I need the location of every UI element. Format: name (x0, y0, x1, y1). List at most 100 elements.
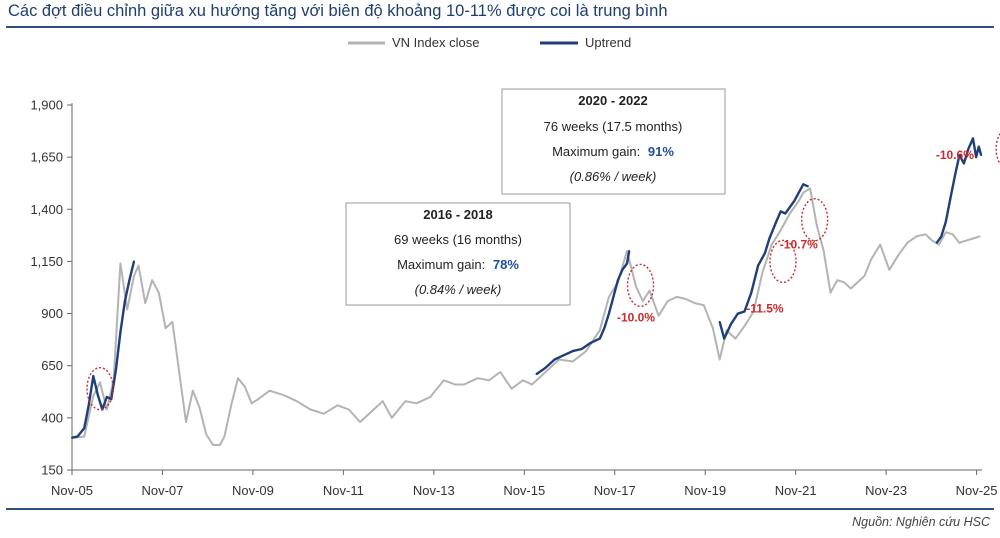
uptrend-point (723, 337, 726, 340)
chart-title: Các đợt điều chỉnh giữa xu hướng tăng vớ… (8, 2, 668, 20)
highlight-ellipse (626, 263, 655, 308)
uptrend-point (743, 310, 746, 313)
close-point (906, 241, 909, 244)
uptrend-point (757, 264, 760, 267)
close-point (157, 291, 160, 294)
close-point (119, 262, 122, 265)
close-point (675, 296, 678, 298)
close-point (171, 321, 174, 323)
uptrend-point (114, 368, 117, 371)
uptrend-point (628, 250, 631, 252)
info-box-gain: Maximum gain: 78% (397, 257, 519, 272)
close-point (870, 258, 873, 261)
close-point (608, 296, 610, 298)
uptrend-point (806, 185, 809, 188)
series-line-vn-index-close (71, 187, 980, 446)
close-point (404, 400, 407, 403)
close-point (83, 435, 86, 438)
close-point (978, 235, 981, 238)
close-point (843, 281, 845, 284)
close-point (347, 408, 350, 411)
uptrend-point (607, 312, 610, 315)
close-point (510, 387, 513, 390)
uptrend-point (793, 199, 796, 202)
close-point (712, 327, 714, 330)
x-tick-label: Nov-07 (141, 483, 183, 498)
close-point (198, 406, 201, 409)
info-box-2020-2022: 2020 - 2022 76 weeks (17.5 months) Maxim… (501, 88, 726, 195)
uptrend-point (87, 404, 90, 407)
title-divider (6, 26, 994, 28)
uptrend-point (105, 396, 108, 398)
uptrend-point (797, 191, 800, 194)
uptrend-point (589, 341, 592, 344)
close-point (666, 300, 669, 302)
uptrend-point (779, 210, 782, 213)
info-box-frame (345, 202, 571, 306)
close-point (151, 279, 154, 282)
footer-divider (6, 508, 994, 510)
info-box-2016-2018: 2016 - 2018 69 weeks (16 months) Maximum… (345, 202, 571, 306)
close-point (381, 400, 384, 403)
close-point (829, 291, 832, 294)
close-point (531, 383, 533, 386)
close-point (802, 191, 805, 194)
close-point (684, 298, 687, 300)
close-point (797, 200, 800, 202)
highlight-ellipses (86, 132, 1000, 411)
close-point (897, 254, 900, 257)
uptrend-point (784, 212, 787, 215)
info-box-gain-value: 91% (648, 144, 674, 159)
close-point (359, 421, 361, 423)
close-point (816, 225, 818, 227)
info-box-gain-label: Maximum gain: (397, 257, 485, 272)
close-point (944, 231, 947, 234)
close-point (863, 275, 866, 277)
close-point (185, 421, 187, 423)
close-point (370, 410, 373, 413)
close-point (144, 302, 147, 304)
close-point (499, 371, 502, 373)
uptrend-point (802, 183, 805, 186)
close-point (99, 381, 101, 384)
y-tick-label: 1,150 (30, 254, 63, 269)
x-tick-label: Nov-15 (503, 483, 545, 498)
series-lines (71, 137, 983, 446)
close-point (743, 325, 746, 327)
info-box-duration: 69 weeks (16 months) (394, 232, 522, 247)
close-point (635, 285, 637, 288)
info-box-frame (501, 88, 726, 195)
close-point (191, 389, 194, 392)
info-box-rate: (0.86% / week) (570, 169, 657, 184)
close-point (323, 412, 325, 415)
info-box-gain-label: Maximum gain: (552, 144, 640, 159)
uptrend-point (123, 300, 126, 303)
close-point (390, 417, 393, 419)
x-tick-label: Nov-05 (51, 483, 93, 498)
close-point (752, 310, 755, 313)
close-point (761, 271, 764, 273)
close-point (598, 329, 601, 332)
series-line-uptrend-1 (71, 261, 136, 439)
legend-label-uptrend: Uptrend (585, 35, 631, 50)
close-point (924, 233, 927, 236)
close-point (571, 360, 574, 363)
close-point (951, 233, 954, 236)
uptrend-point (775, 220, 778, 223)
correction-label: -10.0% (617, 311, 655, 325)
y-tick-label: 400 (41, 410, 63, 425)
close-point (888, 268, 891, 271)
x-tick-label: Nov-13 (413, 483, 455, 498)
close-point (770, 243, 773, 246)
close-point (212, 444, 215, 446)
close-point (641, 300, 644, 302)
uptrend-point (598, 337, 601, 340)
close-point (693, 302, 696, 304)
uptrend-point (935, 241, 938, 244)
x-tick-label: Nov-17 (594, 483, 636, 498)
uptrend-point (544, 366, 547, 369)
uptrend-point (96, 393, 99, 396)
y-tick-label: 1,400 (30, 202, 63, 217)
y-tick-label: 1,650 (30, 150, 63, 165)
uptrend-point (128, 279, 131, 282)
